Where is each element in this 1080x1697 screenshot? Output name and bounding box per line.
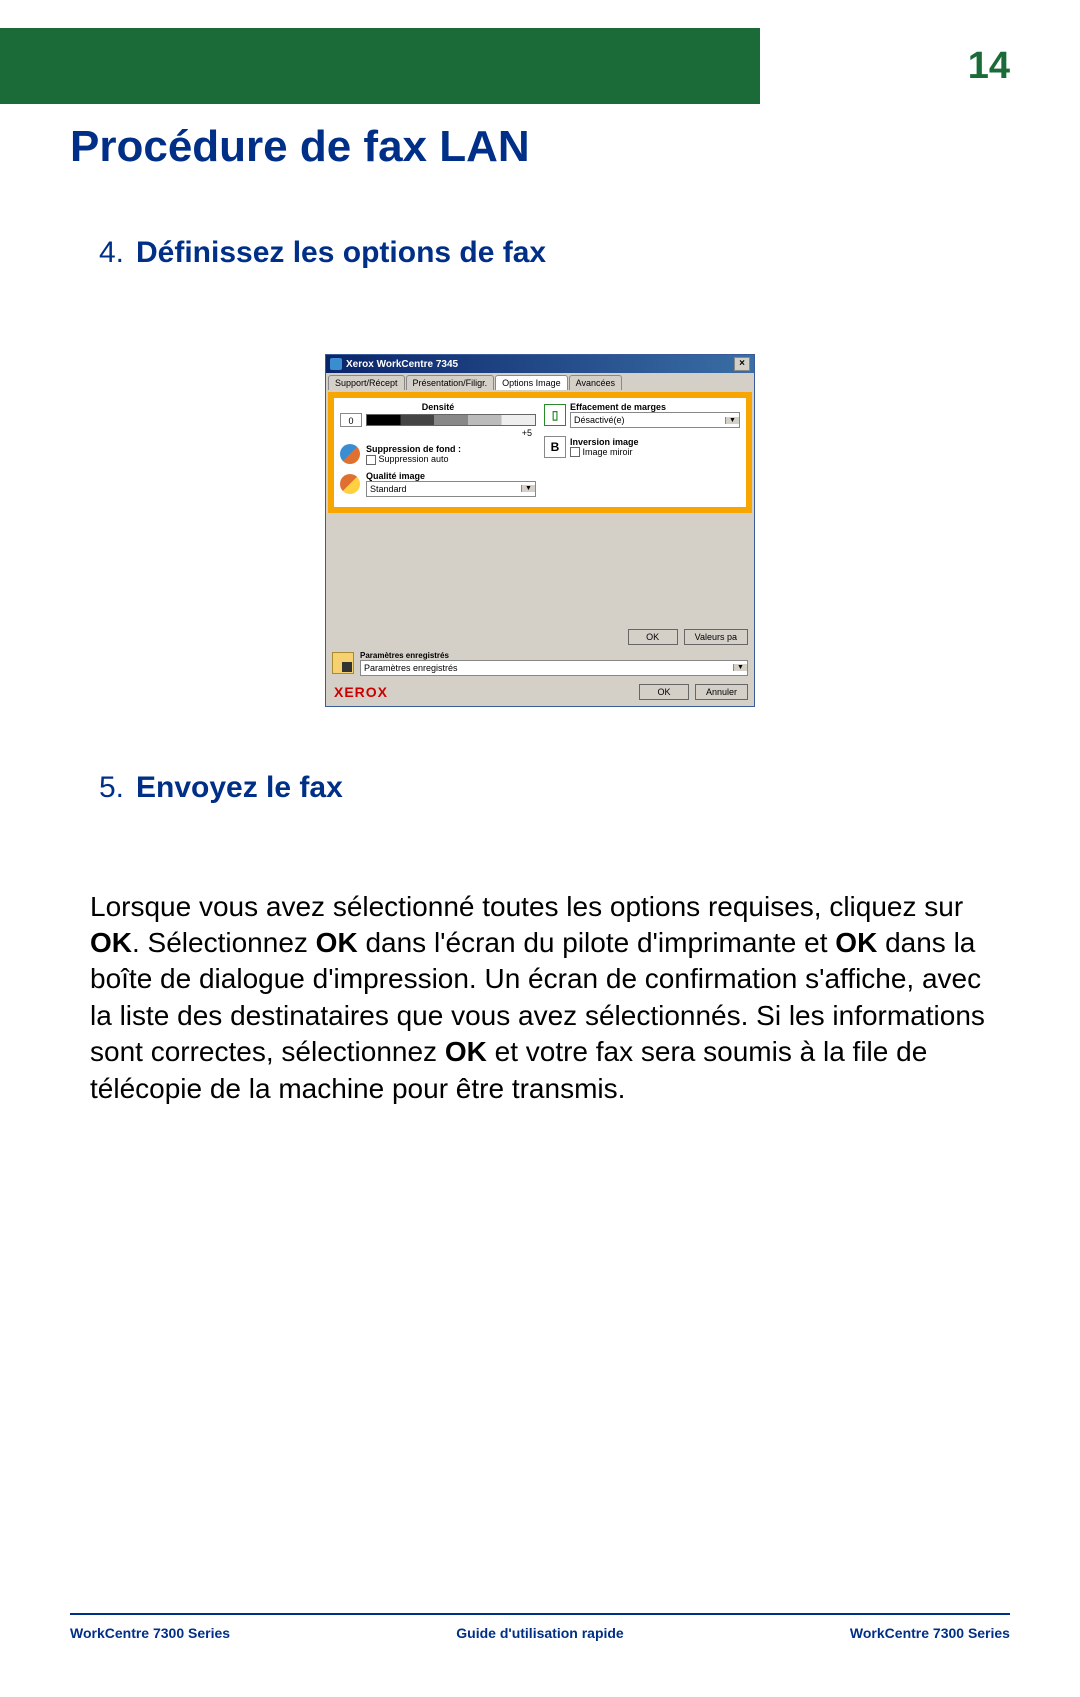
chevron-down-icon: ▼	[521, 485, 535, 492]
close-button[interactable]: ×	[734, 357, 750, 371]
options-highlight-box: Densité 0 +5 Suppression de fond :	[328, 392, 752, 513]
mirror-row: Image miroir	[570, 447, 740, 458]
quality-row: Qualité image Standard ▼	[340, 471, 536, 497]
erase-row: ▯ Effacement de marges Désactivé(e) ▼	[544, 402, 740, 428]
quality-icon	[340, 474, 360, 494]
inner-button-row: OK Valeurs pa	[326, 625, 754, 649]
screenshot-container: Xerox WorkCentre 7345 × Support/Récept P…	[0, 354, 1080, 707]
save-icon	[332, 652, 354, 674]
suppression-auto-row: Suppression auto	[366, 454, 536, 465]
erase-label: Effacement de marges	[570, 402, 740, 412]
suppression-auto-label: Suppression auto	[379, 454, 449, 464]
page-number: 14	[760, 28, 1080, 104]
saved-params-row: Paramètres enregistrés Paramètres enregi…	[326, 649, 754, 680]
quality-dropdown[interactable]: Standard ▼	[366, 481, 536, 497]
density-row: 0	[340, 412, 536, 428]
params-value: Paramètres enregistrés	[364, 663, 733, 673]
tab-support[interactable]: Support/Récept	[328, 375, 405, 390]
body-ok-1: OK	[90, 927, 132, 958]
tab-advanced[interactable]: Avancées	[569, 375, 622, 390]
options-col-left: Densité 0 +5 Suppression de fond :	[340, 402, 536, 497]
page-title: Procédure de fax LAN	[70, 122, 1080, 172]
density-label: Densité	[340, 402, 536, 412]
bold-icon: B	[544, 436, 566, 458]
body-run-2: . Sélectionnez	[132, 927, 316, 958]
app-icon	[330, 358, 342, 370]
body-ok-3: OK	[835, 927, 877, 958]
mirror-label: Image miroir	[583, 447, 633, 457]
invert-row: B Inversion image Image miroir	[544, 436, 740, 458]
density-plus-label: +5	[340, 428, 536, 438]
invert-label: Inversion image	[570, 437, 740, 447]
mirror-checkbox[interactable]	[570, 447, 580, 457]
page-footer: WorkCentre 7300 Series Guide d'utilisati…	[70, 1613, 1010, 1641]
footer-center: Guide d'utilisation rapide	[456, 1625, 623, 1641]
body-paragraph: Lorsque vous avez sélectionné toutes les…	[90, 889, 990, 1107]
footer-left: WorkCentre 7300 Series	[70, 1625, 230, 1641]
ok-button-inner[interactable]: OK	[628, 629, 678, 645]
density-slider[interactable]	[366, 414, 536, 426]
params-label: Paramètres enregistrés	[360, 651, 748, 660]
chevron-down-icon: ▼	[733, 664, 747, 671]
step-4-number: 4.	[90, 236, 136, 270]
step-5: 5. Envoyez le fax	[90, 771, 1080, 805]
dialog-titlebar: Xerox WorkCentre 7345 ×	[326, 355, 754, 373]
fax-options-dialog: Xerox WorkCentre 7345 × Support/Récept P…	[325, 354, 755, 707]
step-5-text: Envoyez le fax	[136, 771, 343, 805]
step-4-text: Définissez les options de fax	[136, 236, 546, 270]
header-decor-bar	[0, 28, 760, 104]
density-value[interactable]: 0	[340, 413, 362, 427]
document-page: 14 Procédure de fax LAN 4. Définissez le…	[0, 28, 1080, 1697]
dialog-footer-row: XEROX OK Annuler	[326, 680, 754, 706]
body-run-1: Lorsque vous avez sélectionné toutes les…	[90, 891, 963, 922]
chevron-down-icon: ▼	[725, 417, 739, 424]
quality-value: Standard	[370, 484, 521, 494]
ok-button[interactable]: OK	[639, 684, 689, 700]
tab-presentation[interactable]: Présentation/Filigr.	[406, 375, 495, 390]
body-ok-2: OK	[316, 927, 358, 958]
suppression-icon	[340, 444, 360, 464]
page-icon: ▯	[544, 404, 566, 426]
erase-value: Désactivé(e)	[574, 415, 725, 425]
tab-options-image[interactable]: Options Image	[495, 375, 568, 390]
dialog-spacer	[326, 515, 754, 625]
footer-right: WorkCentre 7300 Series	[850, 1625, 1010, 1641]
quality-label: Qualité image	[366, 471, 536, 481]
options-col-right: ▯ Effacement de marges Désactivé(e) ▼ B	[544, 402, 740, 497]
body-run-3: dans l'écran du pilote d'imprimante et	[358, 927, 836, 958]
brand-logo: XEROX	[334, 684, 388, 700]
page-header: 14	[0, 28, 1080, 104]
step-5-number: 5.	[90, 771, 136, 805]
dialog-tabs: Support/Récept Présentation/Filigr. Opti…	[326, 373, 754, 390]
body-ok-4: OK	[445, 1036, 487, 1067]
params-dropdown[interactable]: Paramètres enregistrés ▼	[360, 660, 748, 676]
suppression-row: Suppression de fond : Suppression auto	[340, 444, 536, 465]
defaults-button[interactable]: Valeurs pa	[684, 629, 748, 645]
cancel-button[interactable]: Annuler	[695, 684, 748, 700]
dialog-title: Xerox WorkCentre 7345	[346, 359, 458, 370]
suppression-auto-checkbox[interactable]	[366, 455, 376, 465]
erase-dropdown[interactable]: Désactivé(e) ▼	[570, 412, 740, 428]
suppression-label: Suppression de fond :	[366, 444, 536, 454]
step-4: 4. Définissez les options de fax	[90, 236, 1080, 270]
